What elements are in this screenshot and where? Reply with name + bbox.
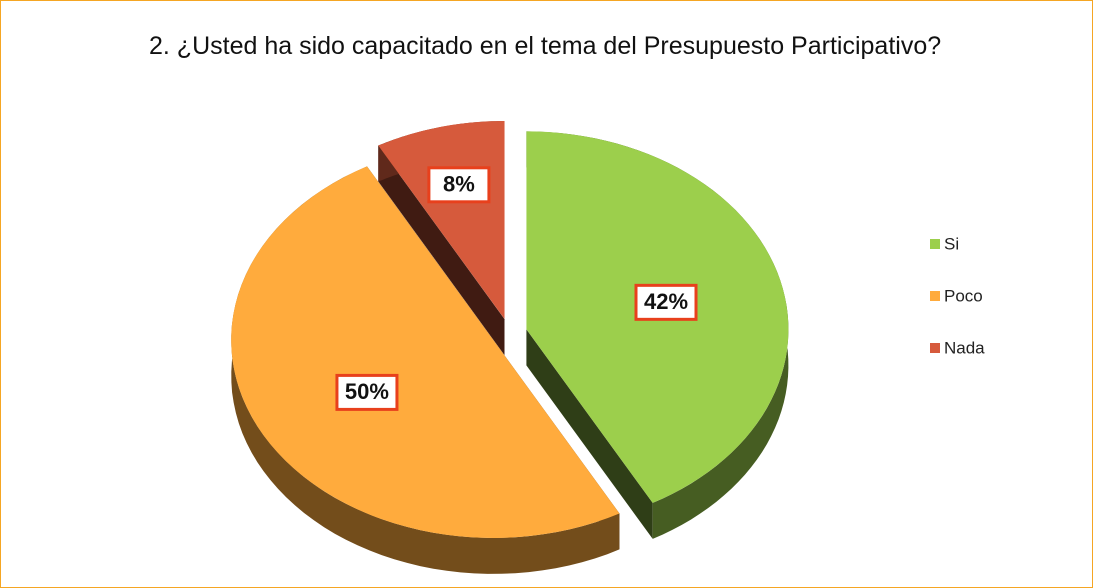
legend-label: Si bbox=[944, 234, 959, 253]
slice-side bbox=[378, 145, 505, 356]
data-label: 50% bbox=[345, 379, 389, 404]
slice bbox=[231, 166, 620, 538]
legend-swatch bbox=[930, 239, 940, 249]
legend-box bbox=[909, 219, 1029, 371]
slice-side bbox=[231, 166, 620, 574]
data-label-box bbox=[335, 373, 399, 411]
chart-title: 2. ¿Usted ha sido capacitado en el tema … bbox=[149, 32, 942, 60]
data-label: 42% bbox=[644, 289, 688, 314]
data-label-box bbox=[427, 166, 491, 204]
slice-side bbox=[526, 329, 653, 539]
data-label: 8% bbox=[443, 172, 475, 197]
data-label-box bbox=[634, 283, 698, 321]
legend-swatch bbox=[930, 291, 940, 301]
legend-swatch bbox=[930, 343, 940, 353]
legend-label: Nada bbox=[944, 338, 985, 357]
legend-label: Poco bbox=[944, 286, 983, 305]
